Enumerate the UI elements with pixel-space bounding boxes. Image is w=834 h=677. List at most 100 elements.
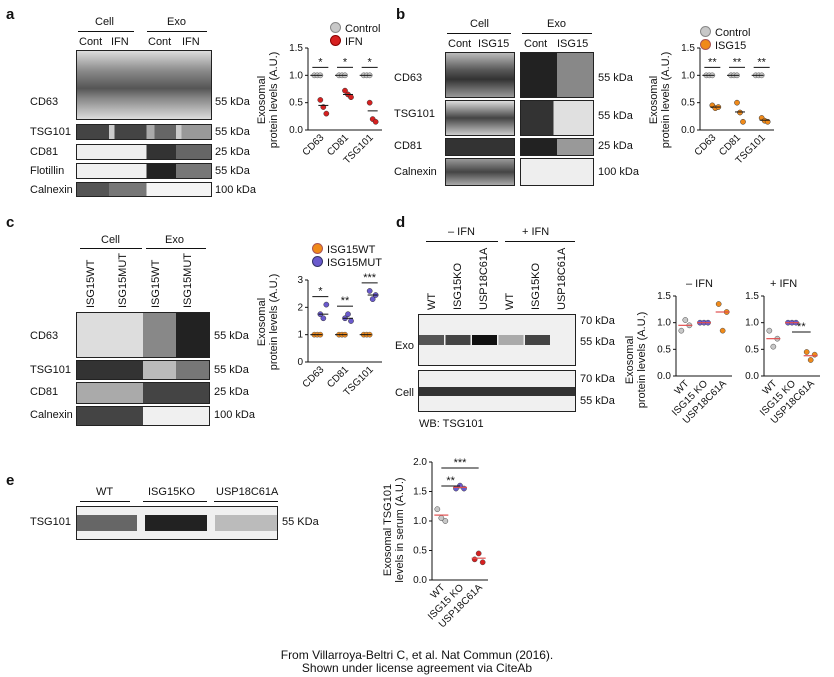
panel-e-lane: USP18C61A — [216, 486, 279, 498]
panel-d-lane: WT — [426, 292, 438, 310]
panel-c-kda: 55 kDa — [214, 364, 249, 376]
panel-b-blot-calnexin-cell — [445, 158, 515, 186]
panel-a-blot-calnexin — [76, 182, 212, 197]
legend-dot — [330, 22, 341, 33]
panel-b-lane: Cont — [448, 38, 472, 50]
x-tick-label: CD63 — [693, 132, 719, 158]
panel-c-row-label: CD63 — [30, 330, 59, 342]
y-tick-label: 2 — [297, 302, 303, 313]
data-point — [434, 506, 441, 513]
panel-c-lane: ISG15MUT — [182, 252, 194, 308]
panel-a-group-cell: Cell — [95, 16, 114, 28]
panel-a-lane: IFN — [111, 36, 129, 48]
sig-label: * — [368, 56, 373, 68]
panel-a-kda: 55 kDa — [215, 96, 250, 108]
panel-b-row-label: TSG101 — [394, 108, 435, 120]
panel-a-lane: IFN — [182, 36, 200, 48]
y-tick-label: 0.0 — [289, 125, 303, 136]
y-tick-label: 2.0 — [413, 457, 427, 468]
data-point — [320, 315, 327, 322]
y-tick-label: 0.5 — [657, 344, 671, 355]
y-tick-label: 0.0 — [413, 575, 427, 586]
panel-d-row-label: Exo — [395, 340, 414, 352]
y-tick-label: 0 — [297, 357, 303, 368]
panel-a-lane: Cont — [79, 36, 103, 48]
data-point — [366, 288, 373, 294]
panel-c-blot-cd63 — [76, 312, 210, 358]
panel-a-letter: a — [6, 6, 15, 23]
data-point — [479, 559, 486, 566]
legend-dot — [330, 35, 341, 46]
data-point — [807, 357, 814, 363]
panel-c-blot-tsg101 — [76, 360, 210, 380]
panel-c-lane: ISG15WT — [150, 259, 162, 308]
panel-d-group-plus: + IFN — [522, 226, 550, 238]
panel-c-row-label: TSG101 — [30, 364, 71, 376]
panel-a-row-label: Flotillin — [30, 165, 65, 177]
panel-b-blot-cd81-cell — [445, 138, 515, 156]
panel-a-row-label: CD63 — [30, 96, 59, 108]
panel-a-legend: Control IFN — [330, 22, 380, 48]
y-tick-label: 0.0 — [657, 371, 671, 382]
sig-label: ** — [797, 321, 806, 333]
data-point — [734, 99, 740, 106]
panel-a-kda: 25 kDa — [215, 146, 250, 158]
panel-a-row-label: CD81 — [30, 146, 59, 158]
panel-b-lane: ISG15 — [478, 38, 510, 50]
panel-c-kda: 55 kDa — [214, 330, 249, 342]
panel-d-kda: 70 kDa — [580, 315, 615, 327]
panel-d-lane: ISG15KO — [530, 262, 542, 310]
panel-b-ylabel: Exosomal protein levels (A.U.) — [648, 51, 672, 149]
x-tick-label: CD63 — [301, 364, 327, 390]
data-point — [342, 87, 348, 94]
data-point — [348, 318, 354, 324]
data-point — [366, 99, 373, 106]
data-point — [317, 97, 324, 103]
sig-label: *** — [363, 272, 377, 284]
panel-c-group-exo: Exo — [165, 234, 184, 246]
panel-d-lane: ISG15KO — [452, 262, 464, 310]
y-tick-label: 0.0 — [745, 371, 759, 382]
sig-label: *** — [454, 457, 468, 469]
y-tick-label: 1.0 — [413, 516, 427, 527]
panel-d-lane: USP18C61A — [478, 247, 490, 310]
panel-b-blot-cd63-exo — [520, 52, 594, 98]
panel-a-row-label: TSG101 — [30, 126, 71, 138]
sig-label: ** — [733, 56, 742, 68]
panel-e-ylabel: Exosomal TSG101 levels in serum (A.U.) — [382, 477, 406, 583]
sig-label: ** — [757, 56, 766, 68]
panel-e-blot-tsg101 — [76, 506, 278, 540]
data-point — [770, 343, 777, 350]
panel-b-blot-tsg101-exo — [520, 100, 594, 136]
y-tick-label: 1.5 — [745, 291, 759, 302]
data-point — [323, 110, 330, 117]
panel-a-blot-tsg101 — [76, 124, 212, 140]
data-point — [442, 518, 449, 524]
panel-a-ylabel: Exosomal protein levels (A.U.) — [256, 51, 280, 149]
panel-c-letter: c — [6, 214, 15, 231]
sig-label: * — [318, 56, 323, 68]
panel-e-lane: ISG15KO — [148, 486, 196, 498]
panel-a-blot-flotillin — [76, 163, 212, 179]
y-tick-label: 1.5 — [289, 43, 303, 54]
panel-d-lane: WT — [504, 292, 516, 310]
panel-a-kda: 55 kDa — [215, 126, 250, 138]
panel-d-kda: 55 kDa — [580, 336, 615, 348]
legend-dot — [312, 256, 323, 267]
y-tick-label: 1.5 — [413, 487, 427, 498]
data-point — [369, 296, 376, 302]
data-point — [461, 485, 467, 492]
panel-c-lane: ISG15WT — [85, 259, 97, 308]
data-point — [811, 351, 818, 358]
data-point — [678, 327, 685, 334]
sig-label: ** — [708, 56, 717, 68]
panel-b-row-label: CD63 — [394, 72, 423, 84]
data-point — [803, 349, 810, 355]
panel-a-lane: Cont — [148, 36, 172, 48]
y-tick-label: 1.5 — [657, 291, 671, 302]
y-tick-label: 1 — [297, 330, 303, 341]
data-point — [719, 327, 726, 334]
panel-c-kda: 25 kDa — [214, 386, 249, 398]
